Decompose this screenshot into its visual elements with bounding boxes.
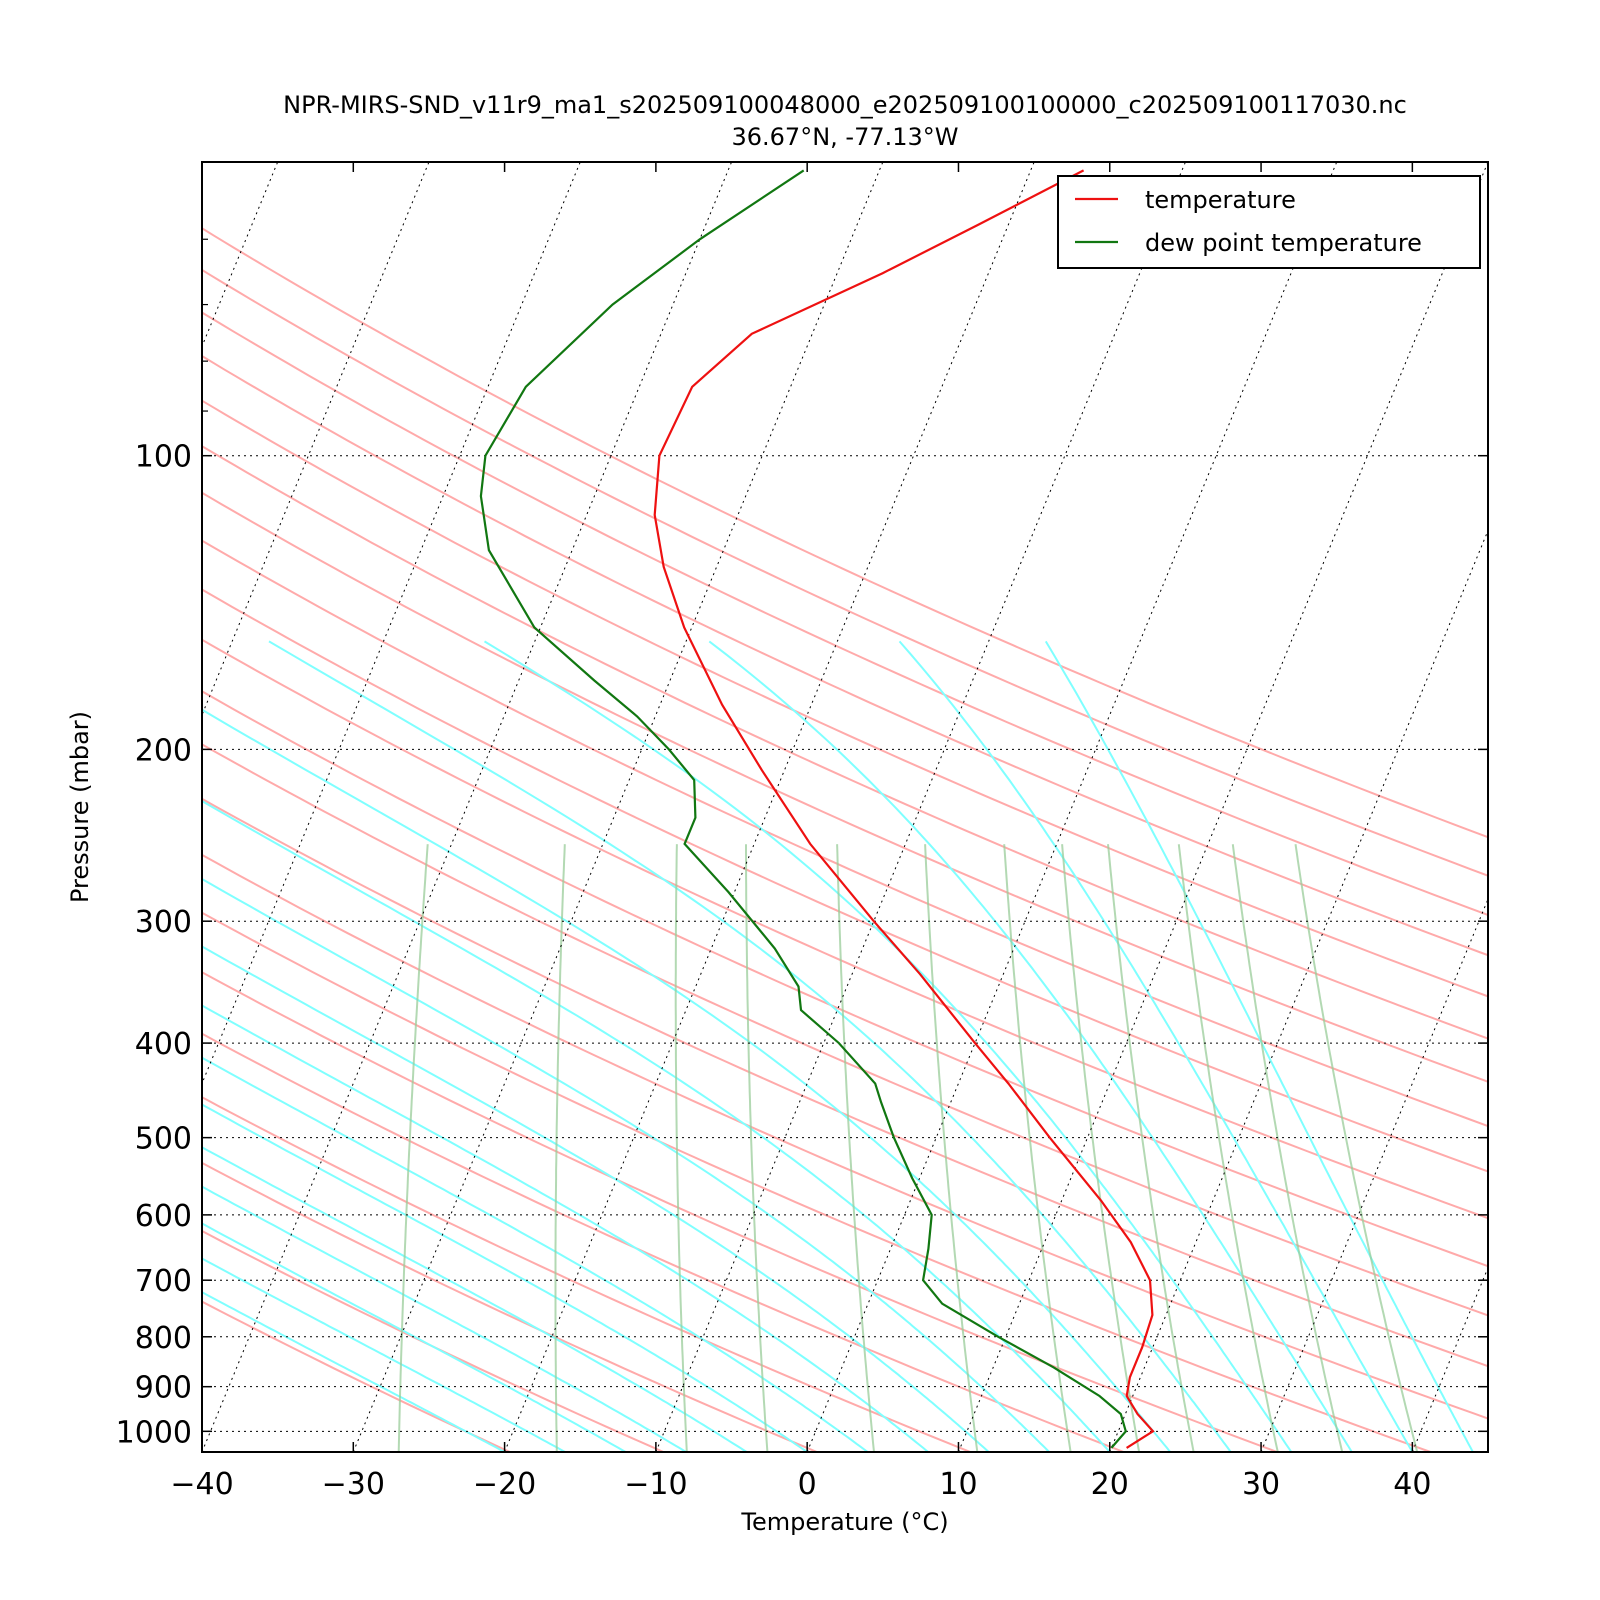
x-tick-label: −10	[624, 1467, 687, 1502]
legend-box	[1057, 175, 1481, 269]
dry-adiabat-line	[202, 268, 1488, 877]
dry-adiabat-line	[202, 311, 1488, 917]
series-line-dew-point	[479, 169, 1128, 1449]
y-tick-label: 100	[135, 440, 192, 475]
isotherm-line	[202, 162, 430, 717]
x-tick-label: 40	[1393, 1467, 1431, 1502]
dry-adiabat-line	[202, 638, 1488, 1220]
dry-adiabat-line	[202, 491, 1488, 1083]
dry-adiabat-line	[202, 911, 1431, 1452]
isotherm-line	[1260, 897, 1488, 1452]
background-guide-lines	[0, 162, 1488, 1452]
x-tick-label: −40	[170, 1467, 233, 1502]
mixing-ratio-line	[1061, 844, 1141, 1452]
mixing-ratio-line	[1231, 844, 1344, 1452]
y-tick-label: 500	[135, 1122, 192, 1157]
dry-adiabat-line	[202, 853, 1488, 1420]
y-tick-label: 300	[135, 905, 192, 940]
chart-title: NPR-MIRS-SND_v11r9_ma1_s202509100048000_…	[283, 91, 1407, 119]
moist-adiabat-line	[202, 1146, 748, 1452]
axis-ticks: −40 −30 −20 −10 0 10 20 30 40 100 200 300 400 500 600 7…	[116, 162, 1488, 1502]
x-tick-label: −20	[473, 1467, 536, 1502]
x-tick-label: 10	[939, 1467, 977, 1502]
x-tick-label: 20	[1091, 1467, 1129, 1502]
isotherm-line	[352, 162, 884, 1452]
dry-adiabat-line	[202, 690, 1488, 1268]
x-tick-label: 0	[798, 1467, 817, 1502]
dry-adiabat-line	[202, 588, 1488, 1173]
moist-adiabat-line	[898, 640, 1414, 1452]
mixing-ratio-line	[397, 844, 429, 1452]
y-tick-label: 900	[135, 1371, 192, 1406]
mixing-ratio-line	[924, 844, 979, 1452]
data-series	[479, 169, 1155, 1449]
legend-label-dew-point: dew point temperature	[1145, 229, 1422, 257]
dry-adiabat-line	[202, 1096, 971, 1452]
isotherm-line	[0, 162, 126, 1452]
dry-adiabat-line	[202, 1161, 818, 1452]
dry-adiabat-line	[202, 539, 1488, 1128]
moist-adiabat-line	[268, 640, 1232, 1452]
moist-adiabat-line	[708, 640, 1353, 1452]
dry-adiabat-line	[202, 445, 1488, 1040]
y-tick-label: 1000	[116, 1415, 192, 1450]
isotherm-line	[806, 162, 1338, 1452]
isotherm-line	[202, 162, 581, 1085]
mixing-ratio-line	[1003, 844, 1072, 1452]
moist-adiabat-line	[202, 945, 990, 1452]
moist-adiabat-line	[202, 1056, 869, 1452]
y-axis-label: Pressure (mbar)	[66, 711, 94, 903]
x-axis-label: Temperature (°C)	[740, 1508, 948, 1536]
isotherm-line	[655, 162, 1186, 1452]
x-tick-label: −30	[322, 1467, 385, 1502]
legend: temperature dew point temperature	[1057, 175, 1481, 269]
y-tick-label: 600	[135, 1199, 192, 1234]
isotherm-line	[1109, 529, 1488, 1452]
mixing-ratio-line	[745, 844, 769, 1452]
moist-adiabat-line	[483, 640, 1293, 1452]
isotherm-line	[958, 162, 1488, 1452]
mixing-ratio-line	[1294, 844, 1419, 1452]
moist-adiabat-line	[202, 1257, 566, 1452]
x-tick-label: 30	[1242, 1467, 1280, 1502]
dry-adiabat-line	[202, 743, 1488, 1317]
moist-adiabat-line	[202, 877, 1050, 1452]
legend-label-temperature: temperature	[1145, 186, 1296, 214]
dry-adiabat-line	[202, 1229, 664, 1452]
dry-adiabat-line	[202, 227, 1488, 839]
y-tick-label: 800	[135, 1321, 192, 1356]
moist-adiabat-line	[1044, 640, 1474, 1452]
isotherm-line	[202, 162, 279, 348]
dry-adiabat-line	[202, 797, 1488, 1368]
moist-adiabat-line	[202, 708, 1172, 1452]
chart-subtitle: 36.67°N, -77.13°W	[731, 123, 958, 151]
dry-adiabat-line	[202, 354, 1488, 957]
moist-adiabat-line	[202, 1291, 506, 1452]
series-line-temperature	[653, 169, 1155, 1449]
moist-adiabat-line	[202, 1185, 687, 1452]
y-tick-label: 700	[135, 1264, 192, 1299]
mixing-ratio-line	[1107, 844, 1195, 1452]
plot-frame	[201, 161, 1489, 1453]
dry-adiabat-line	[202, 971, 1278, 1452]
y-tick-label: 400	[135, 1027, 192, 1062]
dry-adiabat-line	[202, 1032, 1125, 1452]
isotherm-line	[504, 162, 1035, 1452]
y-tick-label: 200	[135, 733, 192, 768]
dry-adiabat-line	[202, 399, 1488, 998]
isotherm-line	[202, 162, 732, 1452]
mixing-ratio-line	[836, 844, 875, 1452]
mixing-ratio-line	[674, 844, 688, 1452]
isotherm-line	[1411, 1266, 1488, 1452]
mixing-ratio-line	[1177, 844, 1279, 1452]
